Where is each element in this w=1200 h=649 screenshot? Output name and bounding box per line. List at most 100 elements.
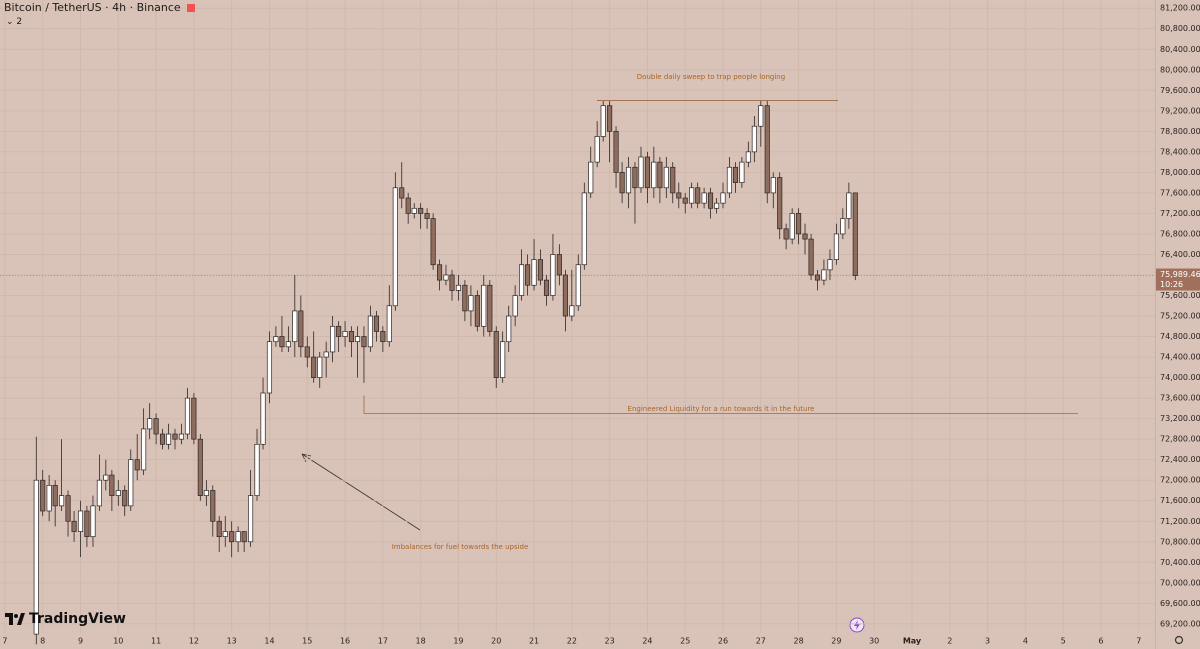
- y-tick-label: 77,600.00: [1160, 188, 1200, 197]
- candle-body: [141, 428, 147, 471]
- settings-icon[interactable]: [1174, 635, 1184, 645]
- candle-body: [437, 264, 443, 281]
- watermark-text: TradingView: [29, 611, 126, 627]
- status-dot: [186, 3, 195, 12]
- x-tick-label: 28: [794, 637, 804, 646]
- candle-body: [594, 136, 600, 163]
- candle-body: [90, 505, 96, 537]
- candle-body: [430, 218, 436, 266]
- x-tick-label: 24: [642, 637, 652, 646]
- candle-body: [670, 166, 676, 194]
- y-tick-label: 70,400.00: [1160, 558, 1200, 567]
- candle-body: [474, 295, 480, 327]
- candle-body: [266, 341, 273, 394]
- x-tick-label: 12: [189, 637, 199, 646]
- candle-body: [367, 315, 373, 348]
- candle-body: [241, 531, 247, 543]
- candle-body: [354, 336, 361, 343]
- y-tick-label: 71,200.00: [1160, 517, 1200, 526]
- candle-body: [543, 279, 550, 296]
- candle-body: [399, 187, 405, 199]
- candle-body: [562, 274, 568, 317]
- indicator-toggle[interactable]: ⌄ 2: [6, 17, 23, 27]
- x-tick-label: 26: [718, 637, 728, 646]
- x-tick-label: 27: [756, 637, 766, 646]
- y-tick-label: 73,600.00: [1160, 394, 1200, 403]
- y-tick-label: 70,000.00: [1160, 578, 1200, 587]
- candle-body: [651, 161, 657, 189]
- candle-body: [285, 341, 291, 348]
- candle-body: [468, 295, 474, 312]
- y-tick-label: 69,600.00: [1160, 599, 1200, 608]
- candle-body: [833, 233, 839, 260]
- candle-body: [689, 187, 695, 204]
- symbol-header[interactable]: Bitcoin / TetherUS · 4h · Binance: [4, 1, 195, 14]
- y-tick-label: 78,000.00: [1160, 168, 1200, 177]
- y-tick-label: 75,200.00: [1160, 312, 1200, 321]
- candle-body: [323, 351, 329, 358]
- x-tick-label: 7: [1136, 637, 1141, 646]
- candle-body: [726, 166, 732, 194]
- candle-body: [732, 166, 739, 183]
- candle-body: [405, 197, 411, 214]
- candle-body: [348, 331, 355, 343]
- candle-body: [304, 346, 310, 358]
- candle-body: [298, 310, 304, 348]
- x-tick-label: 11: [151, 637, 161, 646]
- y-tick-label: 79,600.00: [1160, 86, 1200, 95]
- candle-body: [644, 156, 650, 189]
- candle-body: [493, 331, 499, 378]
- candle-body: [380, 331, 386, 343]
- candle-body: [512, 295, 518, 317]
- candle-body: [122, 490, 128, 507]
- candle-body: [519, 264, 525, 296]
- y-tick-label: 75,600.00: [1160, 291, 1200, 300]
- candle-body: [229, 531, 235, 543]
- candle-body: [103, 474, 109, 481]
- candle-body: [336, 325, 342, 337]
- x-tick-label: 14: [264, 637, 274, 646]
- candle-body: [71, 520, 77, 532]
- symbol-title: Bitcoin / TetherUS · 4h · Binance: [4, 1, 181, 14]
- candle-body: [796, 213, 802, 235]
- candle-body: [663, 166, 669, 189]
- y-tick-label: 74,400.00: [1160, 353, 1200, 362]
- candle-body: [575, 264, 581, 307]
- candle-body: [386, 305, 392, 343]
- x-tick-label: 20: [491, 637, 501, 646]
- candle-body: [808, 238, 814, 276]
- x-tick-label: 29: [831, 637, 841, 646]
- candle-body: [260, 392, 266, 445]
- candle-body: [531, 259, 537, 286]
- candle-body: [109, 474, 115, 496]
- candle-body: [134, 459, 140, 471]
- x-tick-label: 22: [567, 637, 577, 646]
- candle-body: [588, 161, 594, 194]
- watermark: TradingView: [5, 611, 126, 627]
- x-tick-label: 3: [985, 637, 990, 646]
- candle-body: [317, 356, 323, 378]
- y-tick-label: 81,200.00: [1160, 4, 1200, 13]
- candle-body: [411, 207, 417, 214]
- y-tick-label: 80,000.00: [1160, 65, 1200, 74]
- candle-body: [840, 218, 846, 235]
- y-tick-label: 73,200.00: [1160, 414, 1200, 423]
- candle-body: [361, 336, 367, 348]
- candle-body: [191, 397, 197, 440]
- candle-body: [613, 130, 619, 173]
- candle-body: [789, 213, 795, 240]
- candle-body: [525, 264, 531, 286]
- y-tick-label: 71,600.00: [1160, 496, 1200, 505]
- x-tick-label: 7: [2, 637, 7, 646]
- candle-body: [311, 356, 317, 378]
- x-tick-label: 17: [378, 637, 388, 646]
- candle-body: [619, 172, 625, 194]
- y-tick-label: 76,800.00: [1160, 229, 1200, 238]
- candle-body: [852, 192, 858, 276]
- candle-body: [481, 284, 487, 327]
- indicator-count: 2: [16, 17, 23, 27]
- x-tick-label: 30: [869, 637, 879, 646]
- x-tick-label: 8: [40, 637, 45, 646]
- candle-body: [84, 510, 90, 537]
